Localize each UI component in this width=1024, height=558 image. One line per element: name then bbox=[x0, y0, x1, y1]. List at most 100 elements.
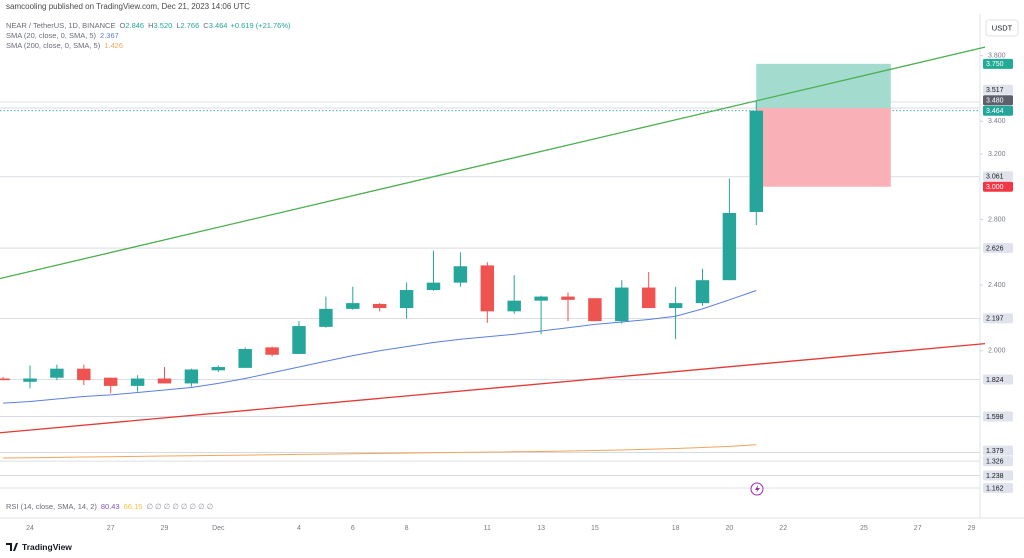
x-tick-label: 18 bbox=[672, 525, 680, 532]
candle-body bbox=[480, 265, 495, 312]
x-tick-label: 8 bbox=[405, 525, 409, 532]
price-label: 2.626 bbox=[986, 245, 1004, 252]
price-label-bg bbox=[983, 411, 1013, 422]
price-label-bg bbox=[983, 313, 1013, 324]
x-tick-label: 20 bbox=[726, 525, 734, 532]
x-tick-label: 27 bbox=[914, 525, 922, 532]
price-label-bg bbox=[983, 95, 1013, 106]
rsi-name: RSI (14, close, SMA, 14, 2) bbox=[6, 502, 97, 511]
x-tick-label: 11 bbox=[484, 525, 491, 532]
price-label-bg bbox=[983, 470, 1013, 481]
price-label: 1.238 bbox=[986, 473, 1004, 480]
candle-body bbox=[749, 110, 764, 212]
currency-box[interactable] bbox=[985, 19, 1019, 37]
candle-body bbox=[292, 326, 306, 354]
candle-body bbox=[399, 290, 414, 309]
price-label: 1.162 bbox=[986, 485, 1004, 492]
price-label-bg bbox=[983, 445, 1013, 456]
position-target bbox=[756, 63, 891, 109]
x-tick-label: 29 bbox=[968, 525, 976, 532]
readout-change: +0.619 (+21.76%) bbox=[230, 21, 291, 30]
legend-name: SMA (200, close, 0, SMA, 5) bbox=[6, 41, 101, 50]
readout-key: L bbox=[176, 21, 180, 30]
price-label-bg bbox=[983, 84, 1013, 95]
readout-value: 2.766 bbox=[180, 21, 199, 30]
candle-body bbox=[426, 282, 441, 291]
rsi-row: RSI (14, close, SMA, 14, 2) 80.43 66.15 ∅ ∅… bbox=[6, 502, 214, 511]
price-label: 1.326 bbox=[986, 458, 1004, 465]
candle-body bbox=[695, 280, 710, 304]
candle-body bbox=[641, 287, 656, 309]
price-label: 3.061 bbox=[986, 174, 1004, 181]
price-label: 1.598 bbox=[986, 414, 1004, 421]
candle-body bbox=[615, 287, 629, 322]
price-label: 3.000 bbox=[986, 184, 1004, 191]
legend-value: 1.426 bbox=[104, 41, 123, 50]
price-label-bg bbox=[983, 456, 1013, 467]
y-tick-label: 3.200 bbox=[988, 151, 1006, 158]
readout-value: 3.464 bbox=[209, 21, 228, 30]
price-label: 1.824 bbox=[986, 377, 1004, 384]
trendline bbox=[0, 342, 986, 434]
candle-body bbox=[211, 367, 226, 371]
candle-body bbox=[722, 212, 737, 281]
x-tick-label: 27 bbox=[107, 525, 115, 532]
x-tick-label: Dec bbox=[212, 525, 225, 532]
price-label-bg bbox=[983, 58, 1013, 69]
readout-key: O bbox=[119, 21, 125, 30]
price-label: 3.480 bbox=[986, 98, 1004, 105]
rsi-extra: ∅ ∅ ∅ ∅ ∅ ∅ ∅ ∅ bbox=[146, 502, 213, 511]
symbol: NEAR / TetherUS, 1D, BINANCE bbox=[6, 21, 115, 30]
price-label: 3.464 bbox=[986, 108, 1004, 115]
x-tick-label: 29 bbox=[161, 525, 169, 532]
candle-body bbox=[103, 377, 118, 386]
candle-body bbox=[23, 378, 37, 382]
legend-name: SMA (20, close, 0, SMA, 5) bbox=[6, 31, 97, 40]
price-label: 2.197 bbox=[986, 316, 1004, 323]
legend-value: 2.367 bbox=[100, 31, 119, 40]
candle-body bbox=[588, 298, 602, 322]
candle-body bbox=[668, 303, 683, 309]
x-tick-label: 6 bbox=[351, 525, 355, 532]
candle-body bbox=[50, 368, 64, 378]
candle-body bbox=[130, 378, 145, 386]
readout-value: 3.520 bbox=[154, 21, 173, 30]
candle-body bbox=[453, 266, 468, 283]
sma-line bbox=[3, 444, 757, 459]
candle-body bbox=[265, 347, 279, 355]
legend-row: SMA (20, close, 0, SMA, 5) 2.367 bbox=[6, 31, 119, 40]
price-label-bg bbox=[983, 483, 1013, 494]
readout-value: 2.846 bbox=[125, 21, 144, 30]
currency[interactable]: USDT bbox=[992, 23, 1013, 32]
x-tick-label: 22 bbox=[779, 525, 787, 532]
position-stop bbox=[756, 108, 891, 187]
price-label: 3.517 bbox=[986, 87, 1004, 94]
y-tick-label: 3.800 bbox=[988, 52, 1006, 59]
candle-body bbox=[534, 296, 548, 301]
candle-body bbox=[77, 368, 91, 381]
publisher: samcooling published on TradingView.com,… bbox=[6, 2, 250, 11]
x-tick-label: 15 bbox=[591, 525, 599, 532]
event-icon-bolt bbox=[755, 485, 760, 493]
price-label-bg bbox=[983, 374, 1013, 385]
candle-body bbox=[507, 300, 521, 312]
x-tick-label: 25 bbox=[860, 525, 868, 532]
legend-symbol-row: NEAR / TetherUS, 1D, BINANCE O2.846 H3.520… bbox=[6, 21, 291, 30]
rsi-value: 80.43 bbox=[101, 502, 120, 511]
y-tick-label: 3.400 bbox=[988, 118, 1006, 125]
readout-key: H bbox=[148, 21, 153, 30]
x-tick-label: 4 bbox=[297, 525, 301, 532]
candle-body bbox=[319, 308, 333, 327]
plot-area bbox=[0, 63, 980, 489]
brand-logo bbox=[6, 543, 18, 551]
rsi-value: 66.15 bbox=[124, 502, 143, 511]
y-tick-label: 2.000 bbox=[988, 347, 1006, 354]
legend-row: SMA (200, close, 0, SMA, 5) 1.426 bbox=[6, 41, 123, 50]
y-tick-label: 2.400 bbox=[988, 282, 1006, 289]
candle-body bbox=[238, 349, 252, 368]
y-tick-label: 2.800 bbox=[988, 216, 1006, 223]
candle-body bbox=[372, 303, 387, 309]
price-label-bg bbox=[983, 105, 1013, 116]
candle-body bbox=[561, 296, 575, 300]
